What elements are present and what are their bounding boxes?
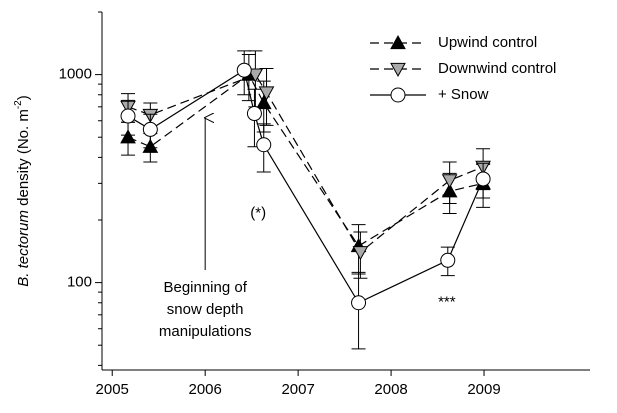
series-line [127,73,484,254]
y-axis-label-part: ) [15,95,32,100]
marker [255,95,272,110]
y-axis-label: B. tectorum density (No. m-2) [13,95,32,286]
x-tick-label: 2006 [188,381,221,398]
y-tick-label: 100 [67,274,92,291]
marker [120,129,136,144]
x-tick-label: 2007 [281,381,314,398]
series-line [127,69,484,304]
legend-marker [390,34,406,50]
x-tick-label: 2005 [96,381,129,398]
annotation-text: Beginning of [163,279,247,296]
y-axis-label-part: -2 [13,100,24,109]
legend-marker [390,87,406,103]
marker [475,171,491,187]
series-line [127,73,484,247]
legend-marker [390,62,406,78]
marker [236,62,252,78]
marker [246,106,262,122]
marker [247,68,264,83]
marker [351,295,367,311]
marker [142,121,158,137]
legend-label: Upwind control [438,34,537,51]
error-bar [351,271,366,350]
annotation-text: manipulations [159,323,252,340]
marker [441,174,458,189]
x-tick-label: 2009 [467,381,500,398]
marker [258,86,275,101]
legend-label: Downwind control [438,60,556,77]
y-tick-label: 1000 [59,66,92,83]
marker [256,137,272,153]
annotation-text: *** [438,294,456,311]
y-axis-label-part: B. tectorum [15,210,32,287]
marker [440,252,456,268]
annotation-text: (*) [250,204,266,221]
y-axis-label-part: density (No. m [15,109,32,210]
legend-label: + Snow [438,86,489,103]
annotation-text: snow depth [167,301,244,318]
x-tick-label: 2008 [374,381,407,398]
marker [120,108,136,124]
marker [352,246,369,261]
